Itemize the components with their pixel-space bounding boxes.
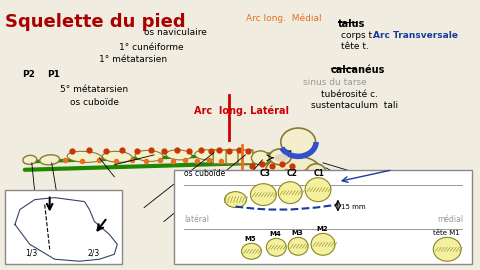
Text: 1/3: 1/3 xyxy=(25,248,37,257)
Text: Arc long.  Médial: Arc long. Médial xyxy=(246,14,322,23)
Text: P1: P1 xyxy=(47,70,60,79)
Ellipse shape xyxy=(225,192,246,208)
Ellipse shape xyxy=(266,156,321,184)
Ellipse shape xyxy=(288,237,308,255)
FancyBboxPatch shape xyxy=(238,150,253,164)
Text: tête t.: tête t. xyxy=(341,42,369,50)
Text: 2/3: 2/3 xyxy=(87,248,100,257)
Text: corps t.: corps t. xyxy=(341,31,375,40)
Text: 5° métatarsien: 5° métatarsien xyxy=(60,85,128,94)
Ellipse shape xyxy=(306,164,326,182)
Text: 1° cunéiforme: 1° cunéiforme xyxy=(119,43,184,52)
Text: tête M1: tête M1 xyxy=(433,230,460,236)
Text: 15 mm: 15 mm xyxy=(341,204,365,210)
Ellipse shape xyxy=(135,150,163,161)
Text: M4: M4 xyxy=(269,231,281,237)
Text: os cuboïde: os cuboïde xyxy=(184,169,225,178)
Ellipse shape xyxy=(252,151,269,165)
Text: sustentaculum  tali: sustentaculum tali xyxy=(311,101,398,110)
Text: Squelette du pied: Squelette du pied xyxy=(5,13,186,31)
Text: Arc  long. Latéral: Arc long. Latéral xyxy=(194,105,289,116)
Text: talus: talus xyxy=(338,19,365,29)
Ellipse shape xyxy=(102,151,132,162)
Ellipse shape xyxy=(274,154,288,162)
Text: calcanéus: calcanéus xyxy=(331,65,385,75)
Ellipse shape xyxy=(266,238,286,256)
Text: sinus du tarse: sinus du tarse xyxy=(303,78,367,87)
Text: M2: M2 xyxy=(316,227,328,232)
Ellipse shape xyxy=(433,237,461,261)
Ellipse shape xyxy=(40,155,60,165)
Ellipse shape xyxy=(195,150,218,160)
Text: C3: C3 xyxy=(259,169,270,178)
Ellipse shape xyxy=(251,184,276,205)
FancyBboxPatch shape xyxy=(213,150,228,164)
FancyBboxPatch shape xyxy=(5,190,122,264)
FancyBboxPatch shape xyxy=(226,150,241,164)
Ellipse shape xyxy=(269,149,291,165)
Text: C1: C1 xyxy=(314,169,325,178)
Ellipse shape xyxy=(241,243,262,259)
Text: P2: P2 xyxy=(22,70,35,79)
Ellipse shape xyxy=(23,155,37,164)
Text: os naviculaire: os naviculaire xyxy=(144,28,207,37)
Text: os cuboïde: os cuboïde xyxy=(70,98,119,107)
Ellipse shape xyxy=(278,182,302,204)
Ellipse shape xyxy=(305,178,331,202)
Text: médial: médial xyxy=(437,215,463,224)
Text: C2: C2 xyxy=(286,169,297,178)
Ellipse shape xyxy=(166,150,192,160)
Ellipse shape xyxy=(311,233,335,255)
Text: 1° métatarsien: 1° métatarsien xyxy=(99,56,168,65)
Text: tubérosité c.: tubérosité c. xyxy=(321,90,378,99)
Text: M3: M3 xyxy=(291,230,303,236)
Ellipse shape xyxy=(281,128,315,156)
Text: Arc Transversale: Arc Transversale xyxy=(372,31,458,40)
Ellipse shape xyxy=(67,151,102,162)
FancyBboxPatch shape xyxy=(174,170,472,264)
Text: M5: M5 xyxy=(244,236,256,242)
Text: latéral: latéral xyxy=(184,215,209,224)
